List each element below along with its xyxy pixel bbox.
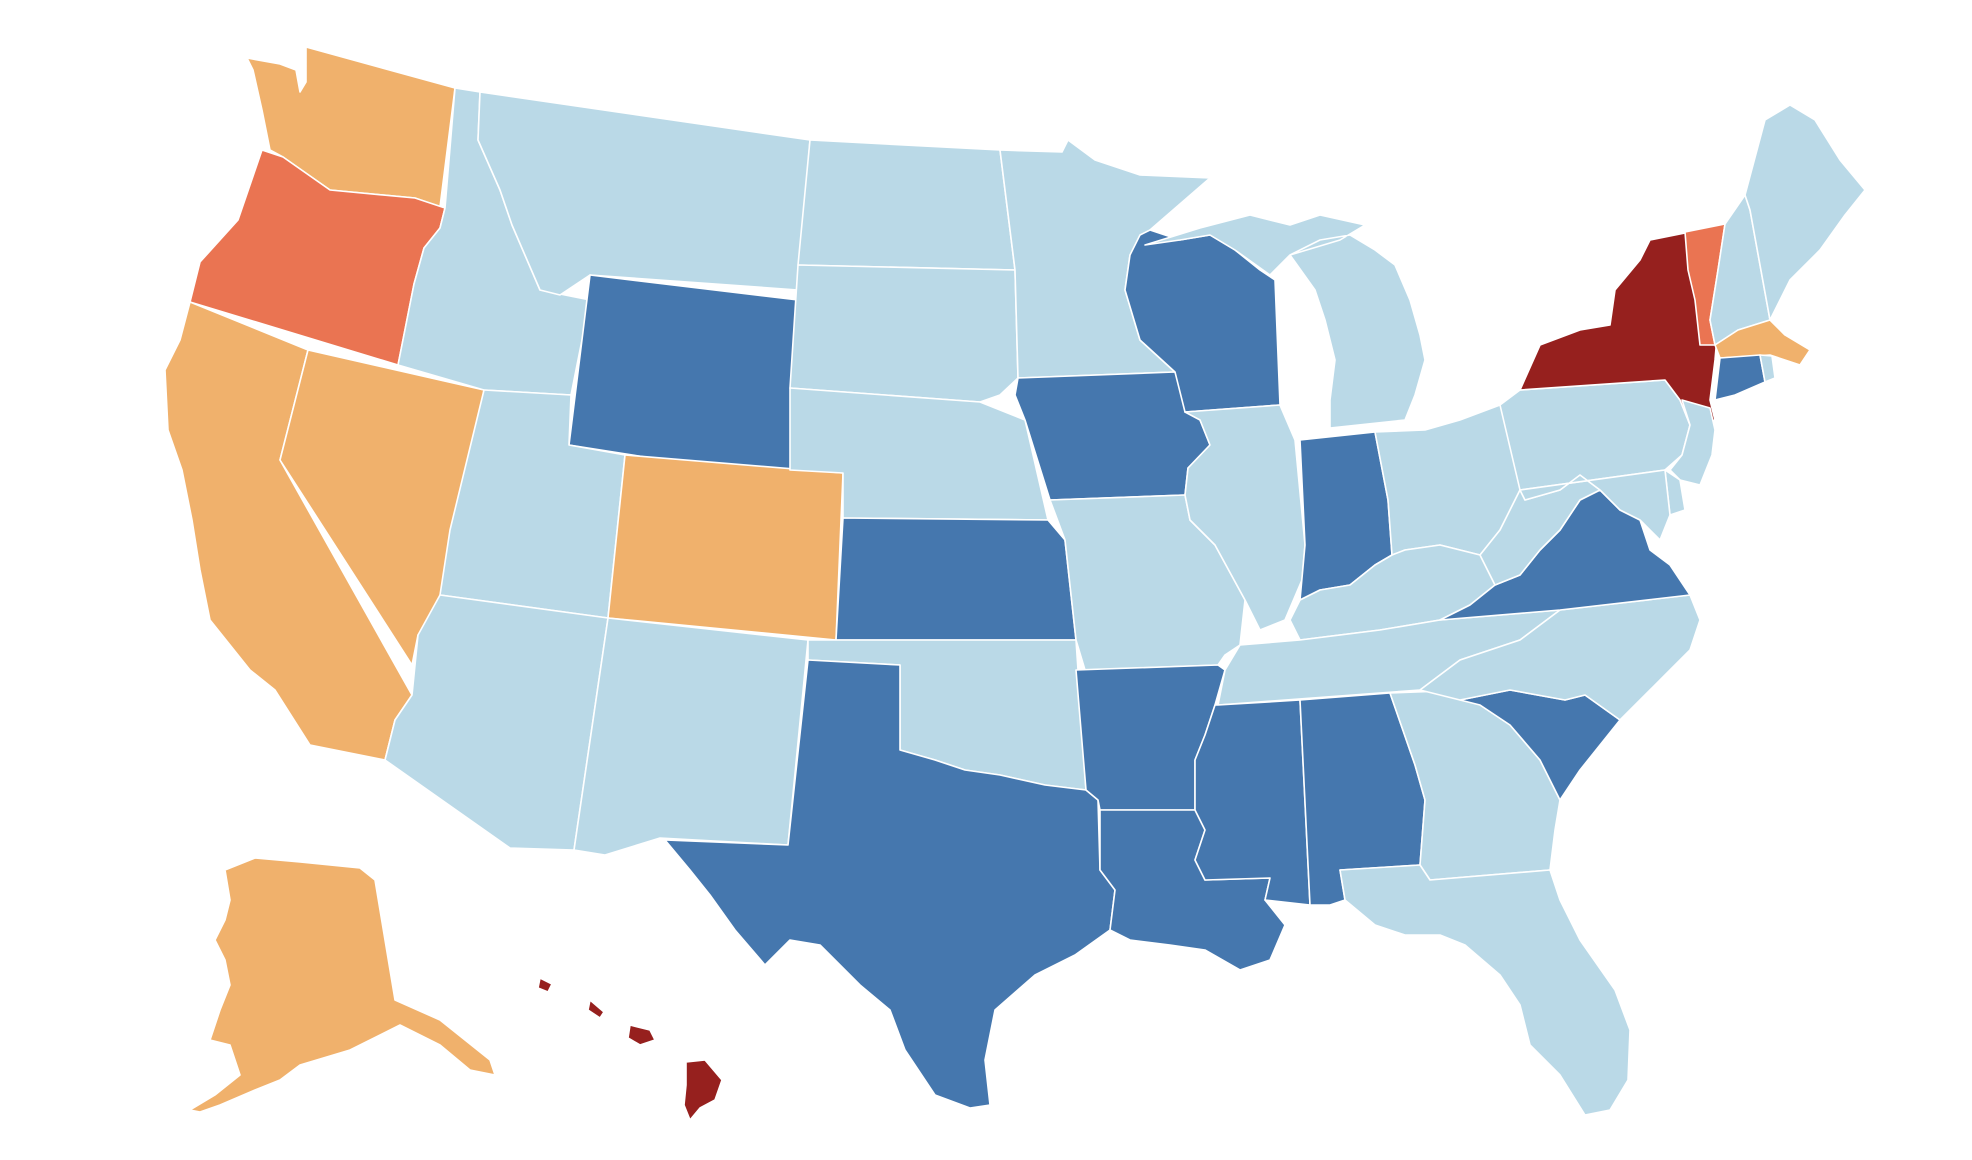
state-ri[interactable] xyxy=(1759,354,1776,383)
state-nd[interactable] xyxy=(797,139,1016,271)
state-nc[interactable] xyxy=(1419,594,1701,721)
state-ca[interactable] xyxy=(164,301,413,761)
state-nm[interactable] xyxy=(573,617,809,856)
state-ks[interactable] xyxy=(835,517,1077,641)
state-nj[interactable] xyxy=(1669,399,1716,486)
state-ms[interactable] xyxy=(1194,699,1311,906)
state-az[interactable] xyxy=(384,594,609,851)
state-tx[interactable] xyxy=(664,659,1116,1109)
state-me[interactable] xyxy=(1744,104,1866,321)
state-fl[interactable] xyxy=(1339,864,1631,1116)
state-md[interactable] xyxy=(1519,469,1671,541)
state-ct[interactable] xyxy=(1714,354,1766,401)
state-hi[interactable] xyxy=(537,977,723,1121)
state-sd[interactable] xyxy=(789,264,1019,403)
state-co[interactable] xyxy=(607,454,844,641)
state-wy[interactable] xyxy=(568,274,799,481)
state-il[interactable] xyxy=(1184,404,1306,631)
state-mi[interactable] xyxy=(1144,214,1426,429)
state-ak[interactable] xyxy=(189,857,496,1113)
